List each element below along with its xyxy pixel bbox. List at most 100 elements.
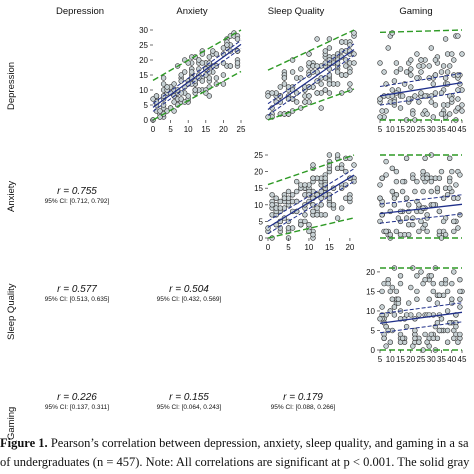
data-point <box>455 225 461 231</box>
regression-line <box>379 82 463 97</box>
data-point <box>434 185 441 191</box>
data-point <box>444 339 451 345</box>
data-point <box>326 90 333 96</box>
correlation-value: r = 0.577 <box>57 284 97 295</box>
data-point <box>160 81 167 87</box>
data-point <box>192 87 198 93</box>
data-point <box>310 162 316 168</box>
data-point <box>393 168 400 175</box>
data-point <box>381 69 387 75</box>
correlation-value: r = 0.179 <box>283 392 323 403</box>
data-point <box>281 75 288 81</box>
data-point <box>387 339 393 345</box>
data-point <box>451 228 457 235</box>
data-point <box>424 212 430 218</box>
data-point <box>418 218 424 225</box>
confidence-band-upper <box>267 43 355 105</box>
prediction-band-lower <box>152 70 242 121</box>
data-point <box>318 105 324 111</box>
data-point <box>455 87 461 93</box>
data-point <box>277 84 283 90</box>
data-point <box>318 195 324 201</box>
caption-line-2: of undergraduates (n = 457). Note: All c… <box>0 455 470 469</box>
data-point <box>326 152 333 158</box>
data-point <box>403 69 410 75</box>
data-point <box>397 280 404 287</box>
data-point <box>406 300 412 306</box>
data-point <box>416 63 422 69</box>
data-point <box>298 75 304 81</box>
data-point <box>434 300 441 306</box>
data-point <box>314 212 320 218</box>
data-point <box>302 218 308 225</box>
data-point <box>408 66 414 72</box>
data-point <box>343 63 349 69</box>
y-tick-label: 10 <box>366 307 375 316</box>
data-point <box>451 269 457 275</box>
data-point <box>326 45 333 51</box>
y-tick-label: 20 <box>139 56 148 65</box>
x-tick-label: 20 <box>219 125 228 134</box>
data-point <box>314 205 320 211</box>
data-point <box>414 296 420 302</box>
data-point <box>438 69 445 75</box>
data-point <box>428 188 434 195</box>
x-tick-label: 20 <box>406 355 415 364</box>
x-tick-label: 15 <box>396 355 405 364</box>
data-point <box>451 57 457 63</box>
prediction-band-upper <box>379 29 463 34</box>
data-point <box>455 339 461 345</box>
x-tick-label: 40 <box>447 355 456 364</box>
data-point <box>281 81 288 87</box>
data-point <box>455 96 461 102</box>
data-point <box>351 60 357 66</box>
data-point <box>438 280 445 287</box>
confidence-band-lower <box>379 213 463 224</box>
data-point <box>306 51 312 57</box>
data-point <box>171 99 177 105</box>
x-tick-label: 15 <box>325 243 334 252</box>
data-point <box>322 87 328 93</box>
y-tick-label: 5 <box>371 326 376 335</box>
data-point <box>383 172 389 178</box>
data-point <box>306 228 312 235</box>
data-point <box>391 195 398 201</box>
x-tick-label: 10 <box>386 355 395 364</box>
data-point <box>322 175 328 181</box>
x-tick-label: 30 <box>427 125 436 134</box>
corr-cell-gaming-depression: r = 0.226 95% CI: [0.137, 0.311] <box>22 392 132 411</box>
data-point <box>389 165 395 172</box>
x-tick-label: 10 <box>304 243 313 252</box>
x-tick-label: 15 <box>201 125 210 134</box>
data-point <box>438 168 445 175</box>
data-point <box>430 335 436 341</box>
x-tick-label: 10 <box>386 125 395 134</box>
corr-cell-gaming-anxiety: r = 0.155 95% CI: [0.064, 0.243] <box>134 392 244 411</box>
x-tick-label: 5 <box>378 125 383 134</box>
data-point <box>273 195 279 201</box>
data-point <box>294 99 300 105</box>
data-point <box>379 288 385 295</box>
data-point <box>440 195 447 201</box>
column-header-depression: Depression <box>55 6 105 17</box>
data-point <box>451 218 457 225</box>
data-point <box>199 60 206 66</box>
confidence-band-upper <box>379 302 463 315</box>
data-point <box>447 63 453 69</box>
data-point <box>424 228 430 235</box>
corr-cell-gaming-sleep: r = 0.179 95% CI: [0.088, 0.266] <box>248 392 358 411</box>
data-point <box>418 90 424 96</box>
data-point <box>444 308 451 314</box>
x-tick-label: 45 <box>458 355 467 364</box>
data-point <box>432 57 439 63</box>
data-point <box>447 155 453 162</box>
data-point <box>383 228 389 235</box>
data-point <box>379 304 385 310</box>
x-tick-label: 35 <box>437 355 446 364</box>
x-tick-label: 10 <box>184 125 193 134</box>
data-point <box>459 108 465 114</box>
data-point <box>436 292 443 298</box>
data-point <box>387 232 393 238</box>
data-point <box>430 202 436 208</box>
data-point <box>455 33 461 39</box>
